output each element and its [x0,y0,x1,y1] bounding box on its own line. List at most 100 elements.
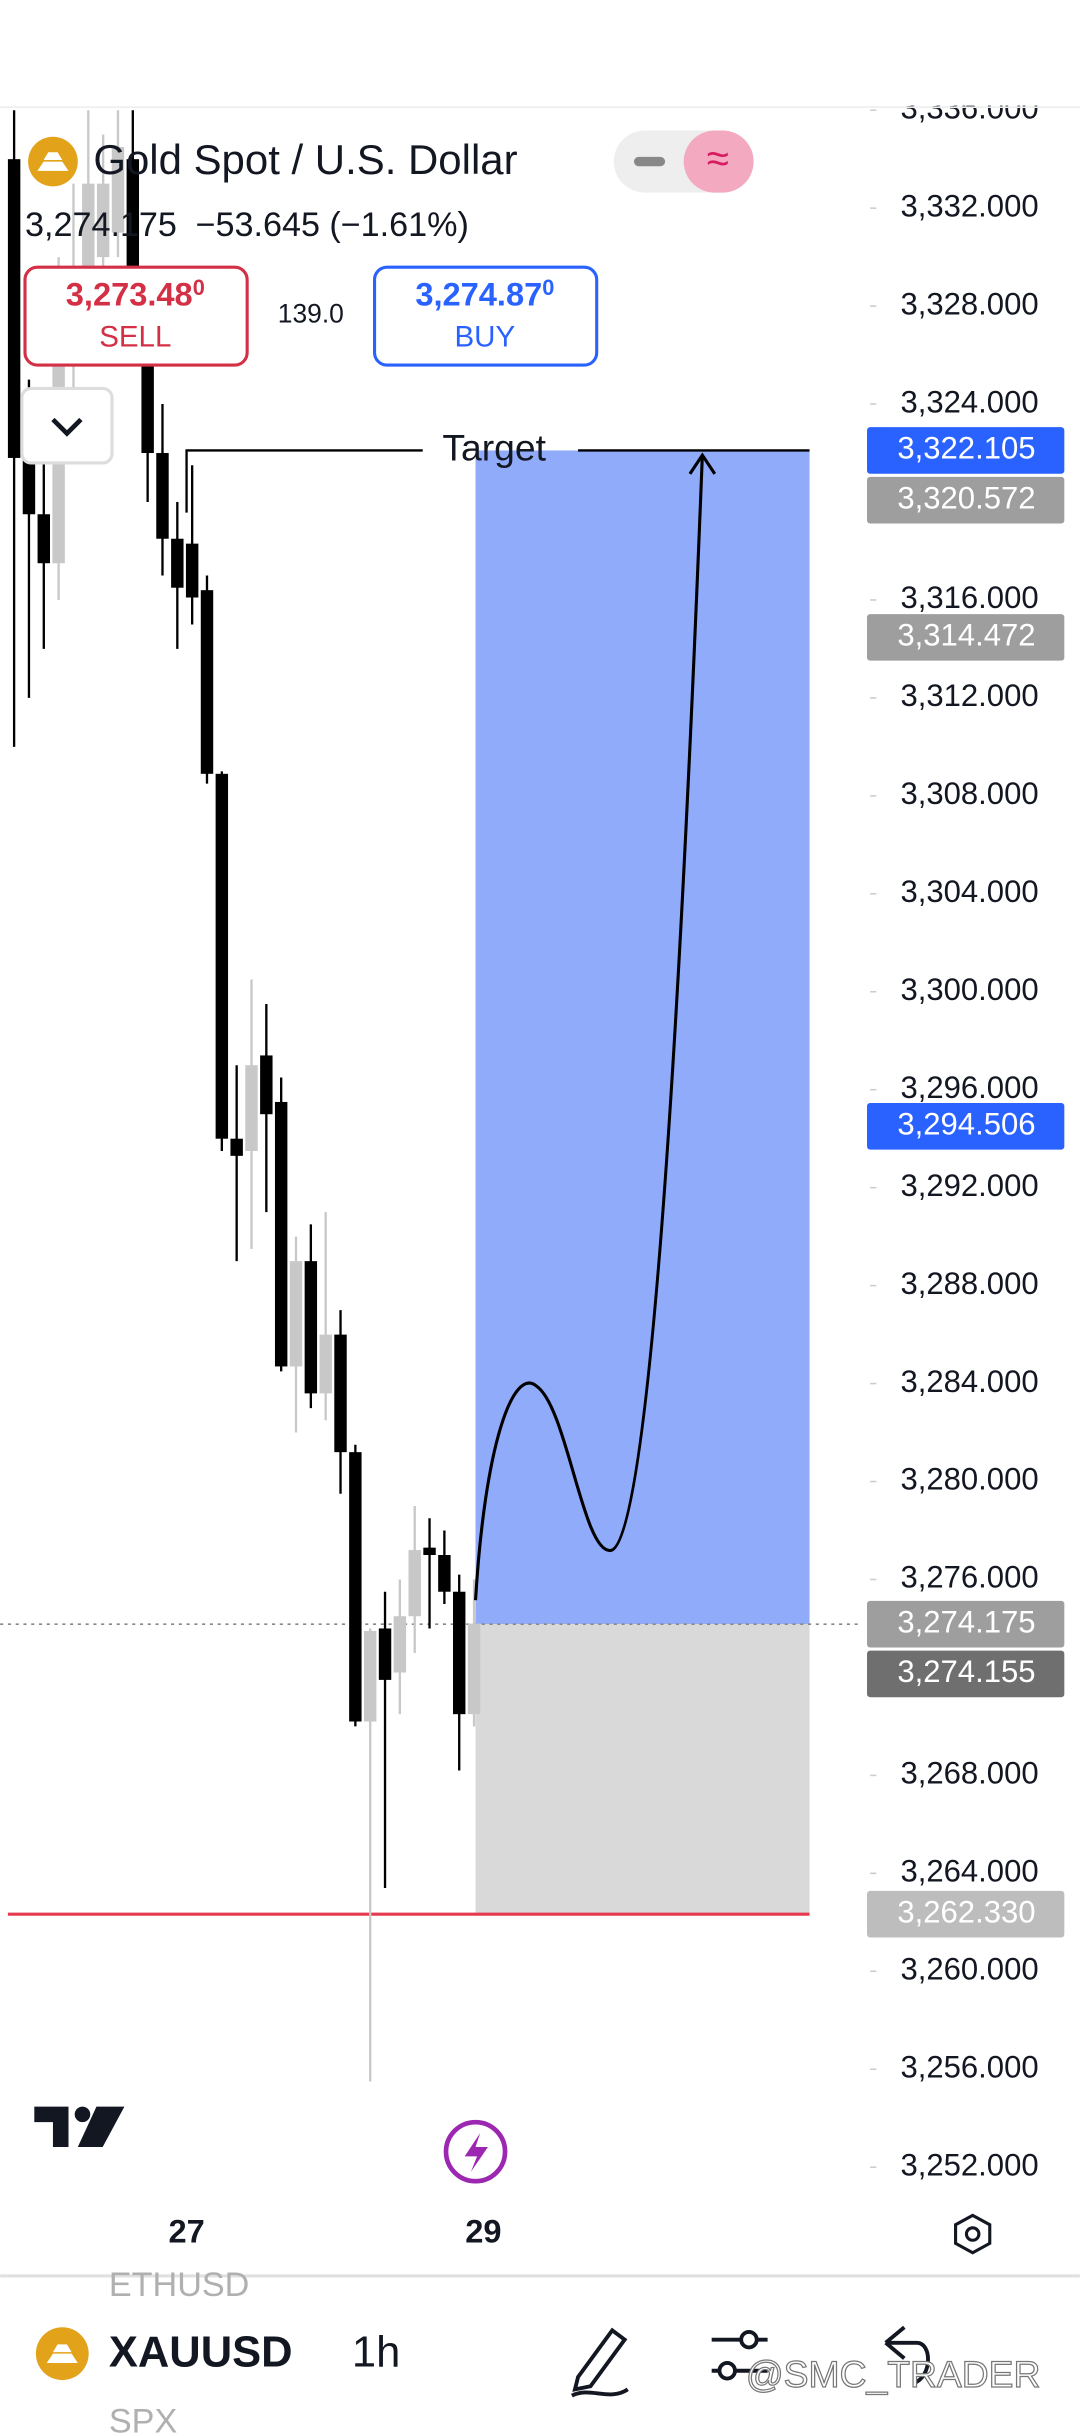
y-tick-label: 3,252.000 [900,2147,1038,2182]
candle-body [22,457,36,515]
y-tick-label: 3,316.000 [900,580,1038,615]
loss-zone [475,1624,810,1915]
candle-body [334,1334,347,1453]
spread: 139.0 [278,298,344,328]
candle-body [423,1547,436,1555]
candle-body [438,1554,451,1592]
interval[interactable]: 1h [352,2329,400,2377]
profit-zone [475,450,810,1625]
tradingview-logo [34,2106,125,2148]
price-change: −53.645 [196,206,320,244]
y-tick-label: 3,260.000 [900,1951,1038,1986]
candle-body [453,1591,466,1715]
candle-body [171,538,184,588]
y-tick-label: 3,268.000 [900,1756,1038,1791]
y-tick-label: 3,264.000 [900,1854,1038,1889]
price-label-box [867,1103,1065,1150]
candle-body [304,1261,318,1394]
watermark: @SMC_TRADER [746,2353,1041,2395]
gold-bars-icon [46,2344,78,2363]
buy-price-sup: 0 [542,275,554,300]
candle-body [37,514,51,564]
candle-body [111,146,125,233]
price-label: 3,294.506 [897,1107,1035,1142]
gold-bars-icon [37,152,69,171]
price-change-pct: (−1.61%) [329,206,469,244]
y-tick-label: 3,304.000 [900,874,1038,909]
sell-price-sup: 0 [193,275,205,300]
buy-price-main: 3,274.87 [415,275,542,312]
candle-body [7,159,21,458]
target-line [185,449,810,513]
price-line: 3,274.175 −53.645 (−1.61%) [25,206,469,244]
candle-body [289,1261,303,1367]
sell-button[interactable] [23,265,249,367]
sell-price[interactable]: 3,273.480 [66,275,205,313]
y-tick-label: 3,324.000 [900,384,1038,419]
y-tick-label: 3,328.000 [900,286,1038,321]
indicators-button[interactable] [711,2329,768,2381]
y-tick-label: 3,332.000 [900,188,1038,223]
toggle-active[interactable] [683,130,754,193]
target-label: Target [442,426,546,468]
plot-area: Target [0,110,863,2082]
price-label: 3,322.105 [897,431,1035,466]
symbol-name: Gold Spot / U.S. Dollar [93,136,517,183]
buy-price[interactable]: 3,274.870 [415,275,554,313]
slider-knob [717,2361,737,2381]
candle-body [200,590,214,774]
sell-label[interactable]: SELL [99,320,171,353]
price-label-box [867,1890,1065,1938]
candle-body [96,183,110,258]
sell-price-main: 3,273.48 [66,275,193,312]
tradingview-logo-dot [74,2106,91,2123]
undo-button[interactable] [884,2325,930,2386]
candle-body [319,1334,332,1394]
settings-button[interactable] [954,2213,992,2255]
price-axis: 3,252.000 3,256.000 3,260.000 3,264.000 3,26… [867,90,1065,2182]
candle-body [82,183,95,282]
lightning-icon [464,2133,488,2172]
time-axis: 27 29 [168,2213,501,2250]
price-label-box [867,427,1065,474]
price-label: 3,274.155 [897,1654,1035,1689]
price-label-box [867,1600,1065,1648]
y-tick-label: 3,308.000 [900,776,1038,811]
candle-body [393,1616,407,1673]
buy-label[interactable]: BUY [455,320,516,353]
y-tick-label: 3,288.000 [900,1266,1038,1301]
last-price: 3,274.175 [25,206,177,244]
prev-symbol[interactable]: ETHUSD [109,2266,249,2304]
x-tick-label: 27 [168,2213,204,2250]
x-tick-label: 29 [465,2213,501,2250]
y-tick-label: 3,276.000 [900,1560,1038,1595]
alerts-button[interactable] [443,2119,508,2184]
toggle-minus [633,156,666,167]
candle-body [274,1101,288,1367]
price-label: 3,314.472 [897,618,1035,653]
buy-button[interactable] [372,265,599,367]
candle-body [215,773,229,1139]
collapse-button[interactable] [20,386,114,465]
chevron-icon [51,417,83,437]
price-label: 3,262.330 [897,1894,1035,1929]
candle-body [363,1630,377,1722]
y-tick-label: 3,296.000 [900,1070,1038,1105]
candle-body [467,1623,481,1715]
y-tick-label: 3,284.000 [900,1364,1038,1399]
draw-button[interactable] [570,2327,629,2398]
price-label-box [867,476,1065,524]
candle-body [185,543,199,598]
candle-body [408,1550,421,1617]
candle-body [230,1138,243,1156]
price-label-box [867,1650,1065,1698]
toggle-wave: ≈ [707,135,729,181]
next-symbol[interactable]: SPX [109,2403,178,2436]
status-bar [0,0,1080,106]
projection-curve [473,455,704,1601]
y-tick-label: 3,312.000 [900,678,1038,713]
bottom-symbol[interactable]: XAUUSD [109,2329,293,2377]
